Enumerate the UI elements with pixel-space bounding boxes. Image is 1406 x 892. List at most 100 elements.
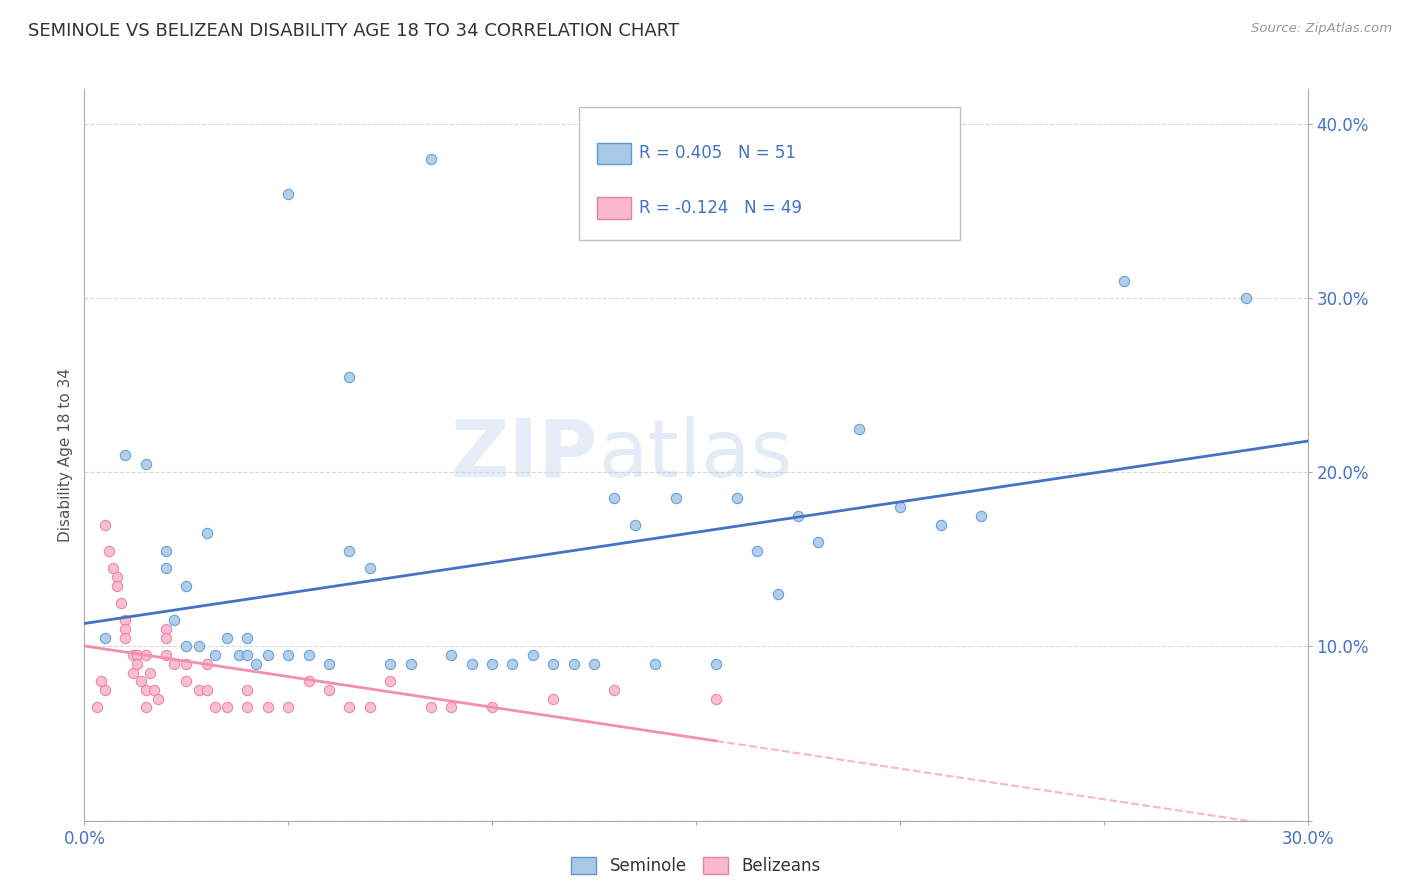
Point	[135, 457, 157, 471]
Point	[298, 648, 321, 663]
Point	[131, 674, 153, 689]
Point	[114, 631, 136, 645]
Point	[93, 631, 115, 645]
Point	[664, 491, 686, 506]
Point	[155, 631, 177, 645]
Point	[380, 657, 402, 671]
Point	[93, 683, 115, 698]
Point	[420, 152, 443, 166]
Point	[603, 683, 626, 698]
Point	[86, 700, 108, 714]
Point	[481, 657, 503, 671]
Point	[127, 648, 149, 663]
Point	[440, 648, 463, 663]
Point	[481, 700, 503, 714]
Point	[339, 369, 360, 384]
Point	[93, 517, 115, 532]
Point	[257, 700, 280, 714]
Point	[562, 657, 585, 671]
Point	[704, 691, 728, 706]
Point	[155, 561, 177, 575]
Point	[228, 648, 250, 663]
Point	[187, 683, 209, 698]
Point	[146, 691, 169, 706]
Point	[195, 683, 218, 698]
Y-axis label: Disability Age 18 to 34: Disability Age 18 to 34	[58, 368, 73, 542]
Point	[359, 700, 381, 714]
Point	[135, 700, 157, 714]
Point	[399, 657, 422, 671]
Point	[420, 700, 443, 714]
Point	[174, 578, 197, 592]
Point	[807, 535, 830, 549]
Point	[155, 648, 177, 663]
Point	[135, 683, 157, 698]
Point	[114, 448, 136, 462]
Text: R = 0.405   N = 51: R = 0.405 N = 51	[640, 145, 796, 162]
Point	[155, 622, 177, 636]
Point	[195, 526, 218, 541]
Point	[110, 596, 132, 610]
Point	[97, 543, 120, 558]
Point	[277, 186, 299, 201]
Point	[543, 691, 565, 706]
Point	[122, 665, 145, 680]
Point	[245, 657, 267, 671]
Point	[440, 700, 463, 714]
Point	[163, 657, 186, 671]
Point	[277, 648, 299, 663]
Point	[217, 700, 239, 714]
Point	[174, 640, 197, 654]
Point	[298, 674, 321, 689]
Point	[217, 631, 239, 645]
Point	[644, 657, 666, 671]
Point	[747, 543, 769, 558]
Point	[122, 648, 145, 663]
Point	[155, 543, 177, 558]
Point	[204, 648, 226, 663]
Point	[174, 674, 197, 689]
Point	[204, 700, 226, 714]
Point	[380, 674, 402, 689]
Point	[725, 491, 748, 506]
Point	[236, 683, 259, 698]
Point	[257, 648, 280, 663]
Point	[848, 422, 870, 436]
Point	[174, 657, 197, 671]
Point	[142, 683, 165, 698]
Point	[582, 657, 605, 671]
Text: ZIP: ZIP	[451, 416, 598, 494]
Point	[359, 561, 381, 575]
Point	[127, 657, 149, 671]
Point	[339, 543, 360, 558]
Point	[970, 508, 993, 523]
Point	[1114, 274, 1136, 288]
Point	[929, 517, 952, 532]
Legend: Seminole, Belizeans: Seminole, Belizeans	[564, 850, 828, 882]
Point	[90, 674, 112, 689]
Point	[187, 640, 209, 654]
Point	[522, 648, 544, 663]
Point	[105, 570, 128, 584]
Point	[787, 508, 810, 523]
Point	[195, 657, 218, 671]
Text: SEMINOLE VS BELIZEAN DISABILITY AGE 18 TO 34 CORRELATION CHART: SEMINOLE VS BELIZEAN DISABILITY AGE 18 T…	[28, 22, 679, 40]
Point	[339, 700, 360, 714]
Point	[704, 657, 728, 671]
Text: atlas: atlas	[598, 416, 793, 494]
Point	[114, 613, 136, 627]
Point	[114, 622, 136, 636]
Point	[1234, 291, 1257, 305]
Point	[105, 578, 128, 592]
Point	[624, 517, 647, 532]
Text: Source: ZipAtlas.com: Source: ZipAtlas.com	[1251, 22, 1392, 36]
Point	[318, 657, 340, 671]
Point	[603, 491, 626, 506]
Point	[163, 613, 186, 627]
Point	[889, 500, 911, 515]
Point	[135, 648, 157, 663]
Point	[501, 657, 523, 671]
Point	[543, 657, 565, 671]
Point	[101, 561, 124, 575]
Text: R = -0.124   N = 49: R = -0.124 N = 49	[640, 199, 803, 217]
